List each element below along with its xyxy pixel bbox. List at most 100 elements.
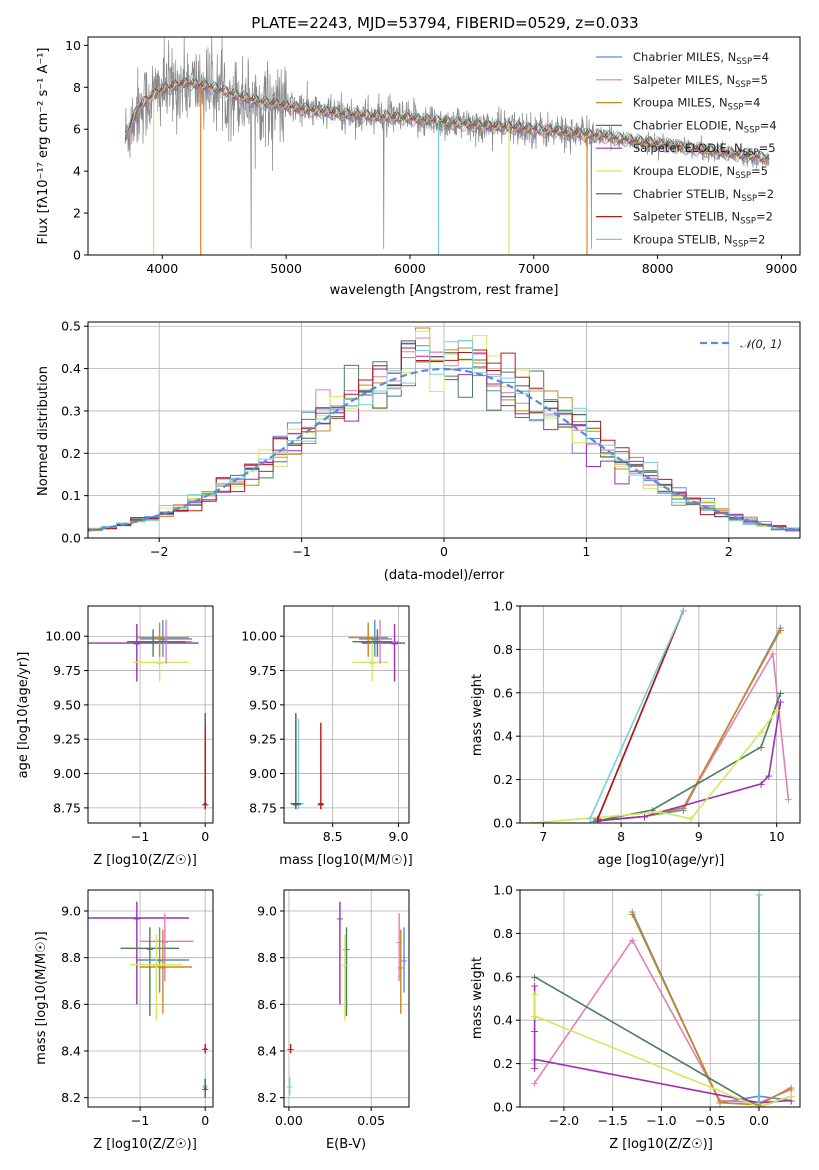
data-point: + <box>593 815 602 828</box>
data-point: + <box>149 638 157 649</box>
data-point: + <box>754 1101 763 1114</box>
data-point: + <box>787 1094 796 1107</box>
data-point: + <box>395 937 403 948</box>
data-point: + <box>655 806 664 819</box>
data-point: + <box>400 956 408 967</box>
axes-frame <box>519 889 801 1108</box>
y-tick-label: 8 <box>73 80 81 95</box>
x-axis-label: Z [log10(Z/Z☉)] <box>93 853 197 868</box>
weight-line <box>593 627 782 822</box>
y-tick-label: 0.2 <box>493 1056 513 1071</box>
x-tick-label: −1.0 <box>646 1113 676 1128</box>
x-tick-label: 1 <box>582 544 590 559</box>
x-tick-label: 8000 <box>642 261 674 276</box>
y-tick-label: 8.75 <box>249 800 277 815</box>
x-tick-label: −1 <box>131 829 149 844</box>
plot-area: + ++++ +++++ ++++++++ +++++++++++++++ <box>520 606 800 830</box>
y-tick-label: 9.75 <box>53 663 81 678</box>
data-point: + <box>772 704 781 717</box>
x-tick-label: −1 <box>131 1113 149 1128</box>
x-tick-label: 0 <box>201 829 209 844</box>
data-point: + <box>757 741 766 754</box>
weight-line <box>533 994 792 1107</box>
data-point: + <box>161 937 169 948</box>
data-point: + <box>530 971 539 984</box>
weight-line <box>589 609 685 820</box>
x-tick-label: 9 <box>695 829 703 844</box>
y-tick-label: 10.00 <box>45 629 81 644</box>
y-tick-label: 8.2 <box>257 1090 277 1105</box>
y-tick-label: 0.4 <box>493 1013 513 1028</box>
weight-line <box>531 709 778 823</box>
y-tick-label: 9.25 <box>53 732 81 747</box>
data-point: + <box>593 815 602 828</box>
x-axis-label: mass [log10(M/M☉)] <box>279 853 412 868</box>
y-tick-label: 0.1 <box>61 488 81 503</box>
data-point: + <box>593 815 602 828</box>
data-point: + <box>146 944 154 955</box>
y-axis-label: Flux [fλ10⁻¹⁷ erg cm⁻² s⁻¹ A⁻¹] <box>36 48 51 245</box>
x-tick-label: 5000 <box>270 261 302 276</box>
y-tick-label: 9.75 <box>249 663 277 678</box>
y-tick-label: 0.8 <box>493 926 513 941</box>
data-point: + <box>776 624 785 637</box>
data-point: + <box>201 1084 209 1095</box>
y-axis-label: mass weight <box>470 674 485 756</box>
axes-weight-vs-Z: +++ ++++ ++++ ++++++++++ +++++++++++−2.0 −1.5… <box>493 883 801 1128</box>
data-point: + <box>342 944 350 955</box>
data-point: + <box>390 639 398 650</box>
x-tick-label: −2 <box>150 544 168 559</box>
y-tick-label: 0.2 <box>493 772 513 787</box>
y-axis-label: mass weight <box>470 957 485 1039</box>
data-point: + <box>530 1025 539 1038</box>
data-point: + <box>155 956 163 967</box>
x-tick-label: 2 <box>725 544 733 559</box>
data-point: + <box>155 658 163 669</box>
y-tick-label: 0.6 <box>493 969 513 984</box>
data-point: + <box>527 817 536 830</box>
y-tick-label: 8.2 <box>61 1090 81 1105</box>
x-tick-label: 8.5 <box>323 829 343 844</box>
weight-line <box>597 609 685 820</box>
y-tick-label: 9.0 <box>61 904 81 919</box>
data-point: + <box>764 769 773 782</box>
data-point: + <box>373 638 381 649</box>
plot-area: +++++++++ <box>88 890 213 1107</box>
data-point: + <box>787 1094 796 1107</box>
data-point: + <box>754 1101 763 1114</box>
y-tick-label: 8.4 <box>61 1044 81 1059</box>
data-point: + <box>376 638 384 649</box>
legend-label: Kroupa STELIB, NSSP=2 <box>633 232 765 249</box>
y-tick-label: 6 <box>73 122 81 137</box>
data-point: + <box>155 634 163 645</box>
data-point: + <box>648 804 657 817</box>
axes-frame <box>87 605 214 824</box>
legend-label: 𝒩(0, 1) <box>740 337 782 351</box>
data-point: + <box>640 810 649 823</box>
y-tick-label: 0.0 <box>493 1100 513 1115</box>
x-tick-label: 6000 <box>394 261 426 276</box>
data-point: + <box>585 813 594 826</box>
x-tick-label: 7 <box>539 829 547 844</box>
data-point: + <box>530 1010 539 1023</box>
data-point: + <box>364 634 372 645</box>
y-tick-label: 0.5 <box>61 319 81 334</box>
data-point: + <box>530 988 539 1001</box>
axes-spectrum: 4000 5000 6000 7000 8000 9000 0 2 4 6 8 10 <box>65 36 801 276</box>
y-tick-label: 0.3 <box>61 403 81 418</box>
data-point: + <box>679 802 688 815</box>
data-point: + <box>530 979 539 992</box>
y-tick-label: 0.4 <box>61 361 81 376</box>
y-tick-label: 0.6 <box>493 685 513 700</box>
data-point: + <box>776 687 785 700</box>
x-tick-label: 9000 <box>766 261 798 276</box>
data-point: + <box>787 1084 796 1097</box>
data-point: + <box>776 695 785 708</box>
legend-label: Salpeter STELIB, NSSP=2 <box>633 210 773 227</box>
legend-label: Chabrier ELODIE, NSSP=4 <box>633 118 777 135</box>
data-point: + <box>201 800 209 811</box>
chart-title: PLATE=2243, MJD=53794, FIBERID=0529, z=0… <box>251 14 638 32</box>
data-point: + <box>776 622 785 635</box>
y-tick-label: 9.00 <box>53 766 81 781</box>
